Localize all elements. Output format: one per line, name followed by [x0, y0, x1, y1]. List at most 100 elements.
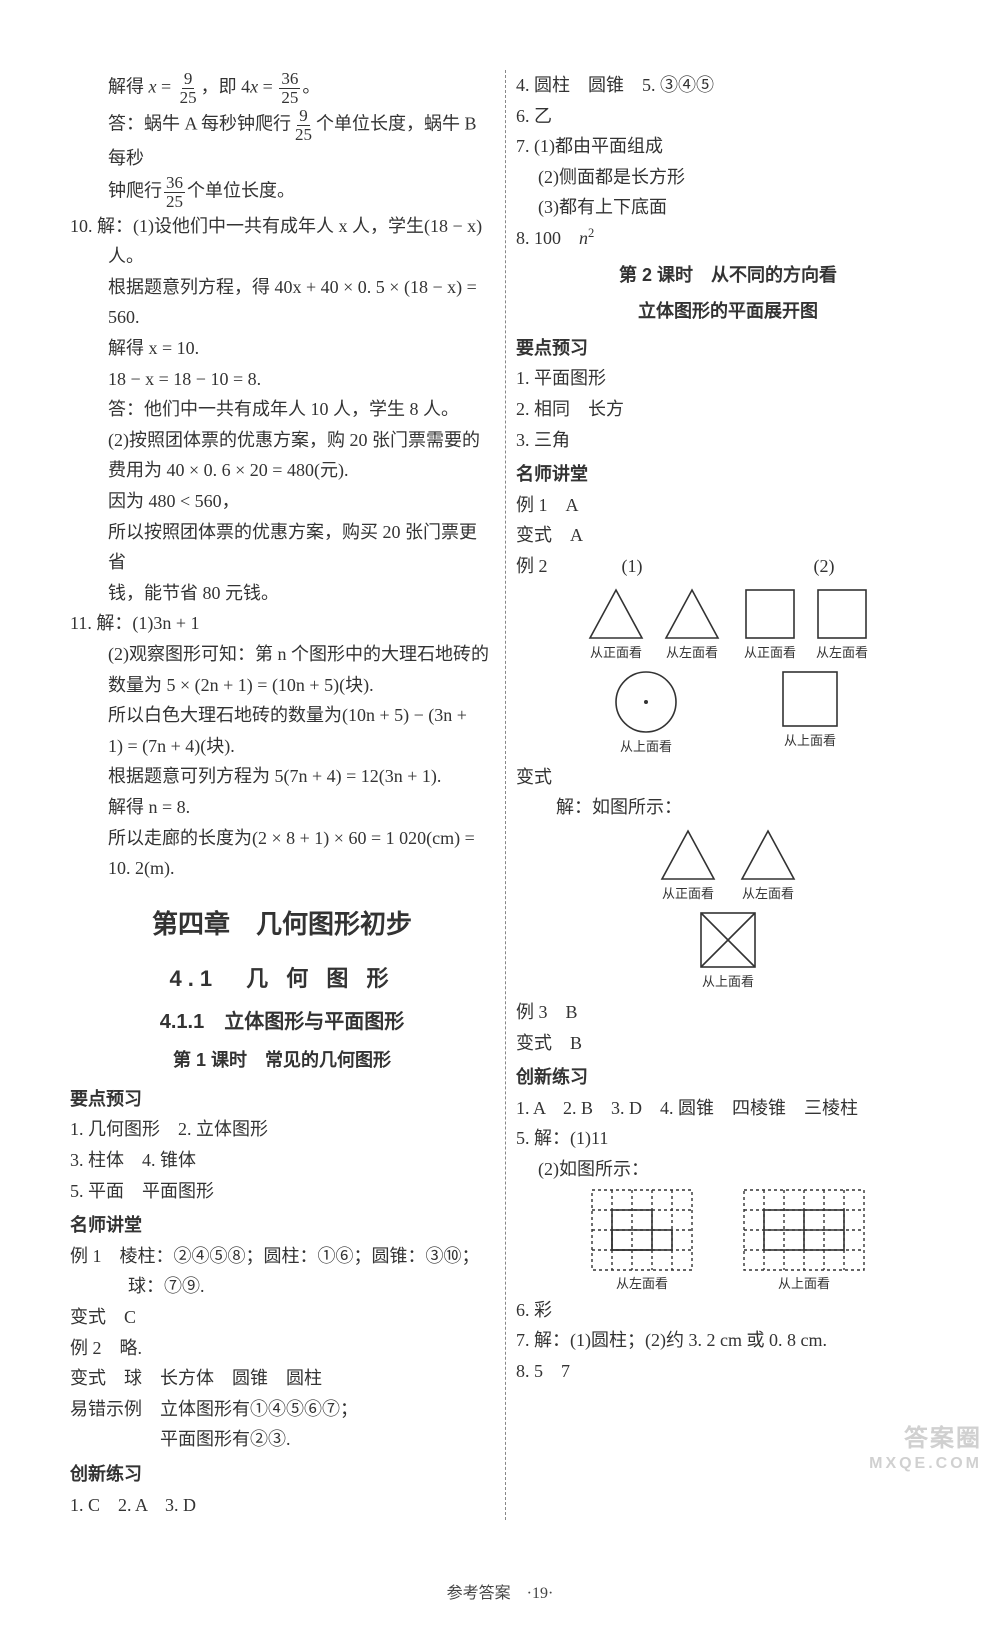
triangle-left: 从左面看 — [664, 588, 720, 664]
problem-11-line7: 解得 n = 8. — [70, 792, 494, 823]
yd-item: 1. 平面图形 — [516, 363, 940, 394]
fig-1-label: (1) — [622, 551, 643, 582]
circle-top: 从上面看 — [576, 670, 716, 758]
square-icon — [816, 588, 868, 640]
page-footer: 参考答案 ·19· — [0, 1560, 1000, 1637]
var: x — [250, 76, 258, 96]
problem-10-line7: 答：他们中一共有成年人 10 人，学生 8 人。 — [70, 394, 494, 425]
var: x — [149, 76, 157, 96]
variant-row1: 从正面看 从左面看 — [516, 829, 940, 905]
chuangxin-header: 创新练习 — [70, 1459, 494, 1490]
problem-10-line11: 所以按照团体票的优惠方案，购买 20 张门票更省 — [70, 517, 494, 578]
square-front: 从正面看 — [744, 588, 796, 664]
subsection-4-1-1: 4.1.1 立体图形与平面图形 — [70, 1005, 494, 1039]
text: 答：蜗牛 A 每秒钟爬行 — [108, 113, 291, 133]
variant-3-r: 变式 B — [516, 1028, 940, 1059]
grid-top-view: 从上面看 — [743, 1189, 865, 1295]
fraction-36-25: 3625 — [279, 70, 300, 107]
chapter-title: 第四章 几何图形初步 — [70, 902, 494, 946]
text: 解得 — [108, 76, 149, 96]
cx5-grids: 从左面看 从上面看 — [516, 1189, 940, 1295]
circle-dot-icon — [614, 670, 678, 734]
text: ，即 4 — [201, 76, 251, 96]
r-item-4-5: 4. 圆柱 圆锥 5. ③④⑤ — [516, 70, 940, 101]
v-triangle-left: 从左面看 — [740, 829, 796, 905]
problem-10-line3: 根据题意列方程，得 40x + 40 × 0. 5 × (18 − x) = — [70, 272, 494, 303]
problem-10-line2: 人。 — [70, 241, 494, 272]
r-item-8: 8. 100 n2 — [516, 223, 940, 254]
cx-item-5a: 5. 解：(1)11 — [516, 1123, 940, 1154]
page: 解得 x = 925，即 4x = 3625。 答：蜗牛 A 每秒钟爬行925个… — [0, 0, 1000, 1560]
cx-item-7: 7. 解：(1)圆柱；(2)约 3. 2 cm 或 0. 8 cm. — [516, 1325, 940, 1356]
fig-2-label: (2) — [814, 551, 835, 582]
fraction-36-25: 3625 — [164, 174, 185, 211]
error-example-2: 平面图形有②③. — [70, 1424, 494, 1455]
mingshi-header: 名师讲堂 — [70, 1210, 494, 1241]
example-2-header: 例 2 (1) (2) — [516, 551, 940, 582]
example-3-r: 例 3 B — [516, 997, 940, 1028]
lesson-2-title-a: 第 2 课时 从不同的方向看 — [516, 260, 940, 291]
ex2-row1: 从正面看 从左面看 从正面看 从左面看 — [516, 588, 940, 664]
snail-answer-2: 钟爬行3625个单位长度。 — [70, 174, 494, 211]
variant-1-r: 变式 A — [516, 520, 940, 551]
v-square-x-top: 从上面看 — [699, 911, 757, 993]
example-2: 例 2 略. — [70, 1333, 494, 1364]
cx-item-5b: (2)如图所示： — [516, 1154, 940, 1185]
lesson-1-title: 第 1 课时 常见的几何图形 — [70, 1045, 494, 1076]
triangle-icon — [660, 829, 716, 881]
problem-11-line8: 所以走廊的长度为(2 × 8 + 1) × 60 = 1 020(cm) = — [70, 823, 494, 854]
right-column: 4. 圆柱 圆锥 5. ③④⑤ 6. 乙 7. (1)都由平面组成 (2)侧面都… — [516, 70, 940, 1520]
problem-10-line12: 钱，能节省 80 元钱。 — [70, 578, 494, 609]
r-item-7b: (2)侧面都是长方形 — [516, 162, 940, 193]
grid-icon — [591, 1189, 693, 1271]
problem-11-line3: 数量为 5 × (2n + 1) = (10n + 5)(块). — [70, 670, 494, 701]
cx-item-8: 8. 5 7 — [516, 1356, 940, 1387]
triangle-icon — [588, 588, 644, 640]
problem-11-line6: 根据题意可列方程为 5(7n + 4) = 12(3n + 1). — [70, 761, 494, 792]
problem-10-line9: 费用为 40 × 0. 6 × 20 = 480(元). — [70, 455, 494, 486]
triangle-front: 从正面看 — [588, 588, 644, 664]
problem-10-line8: (2)按照团体票的优惠方案，购 20 张门票需要的 — [70, 425, 494, 456]
cx-item-6: 6. 彩 — [516, 1295, 940, 1326]
r-item-7a: 7. (1)都由平面组成 — [516, 131, 940, 162]
column-divider — [505, 70, 506, 1520]
variant-2: 变式 球 长方体 圆锥 圆柱 — [70, 1363, 494, 1394]
snail-answer-1: 答：蜗牛 A 每秒钟爬行925个单位长度，蜗牛 B 每秒 — [70, 107, 494, 174]
grid-icon — [743, 1189, 865, 1271]
example-1-r: 例 1 A — [516, 490, 940, 521]
left-column: 解得 x = 925，即 4x = 3625。 答：蜗牛 A 每秒钟爬行925个… — [70, 70, 494, 1520]
square-x-icon — [699, 911, 757, 969]
problem-10-line6: 18 − x = 18 − 10 = 8. — [70, 364, 494, 395]
problem-10-line5: 解得 x = 10. — [70, 333, 494, 364]
lesson-2-title-b: 立体图形的平面展开图 — [516, 296, 940, 327]
variant-1: 变式 C — [70, 1302, 494, 1333]
problem-11-line9: 10. 2(m). — [70, 853, 494, 884]
fraction-9-25: 925 — [178, 70, 199, 107]
text: 。 — [302, 76, 320, 96]
cx-item-1-4: 1. A 2. B 3. D 4. 圆锥 四棱锥 三棱柱 — [516, 1093, 940, 1124]
variant-2-sol: 解：如图所示： — [516, 792, 940, 823]
variant-2-r: 变式 — [516, 762, 940, 793]
v-triangle-front: 从正面看 — [660, 829, 716, 905]
error-example-1: 易错示例 立体图形有①④⑤⑥⑦； — [70, 1394, 494, 1425]
square-icon — [781, 670, 839, 728]
yaodian-yuxi-header: 要点预习 — [70, 1084, 494, 1115]
problem-11-line1: 11. 解：(1)3n + 1 — [70, 608, 494, 639]
example-1-cont: 球：⑦⑨. — [70, 1271, 494, 1302]
example-1: 例 1 棱柱：②④⑤⑧；圆柱：①⑥；圆锥：③⑩； — [70, 1241, 494, 1272]
text: 钟爬行 — [108, 180, 162, 200]
grid-left-view: 从左面看 — [591, 1189, 693, 1295]
fig-group-1: 从正面看 从左面看 — [588, 588, 720, 664]
mingshi-header-r: 名师讲堂 — [516, 459, 940, 490]
text: = — [258, 76, 277, 96]
problem-11-line4: 所以白色大理石地砖的数量为(10n + 5) − (3n + — [70, 700, 494, 731]
r-item-6: 6. 乙 — [516, 101, 940, 132]
yd-item: 3. 三角 — [516, 425, 940, 456]
square-icon — [744, 588, 796, 640]
square-top: 从上面看 — [740, 670, 880, 758]
cx-answers: 1. C 2. A 3. D — [70, 1490, 494, 1521]
text: 个单位长度。 — [187, 180, 295, 200]
section-4-1: 4.1 几 何 图 形 — [70, 960, 494, 997]
problem-10-line4: 560. — [70, 302, 494, 333]
yd-item: 2. 相同 长方 — [516, 394, 940, 425]
